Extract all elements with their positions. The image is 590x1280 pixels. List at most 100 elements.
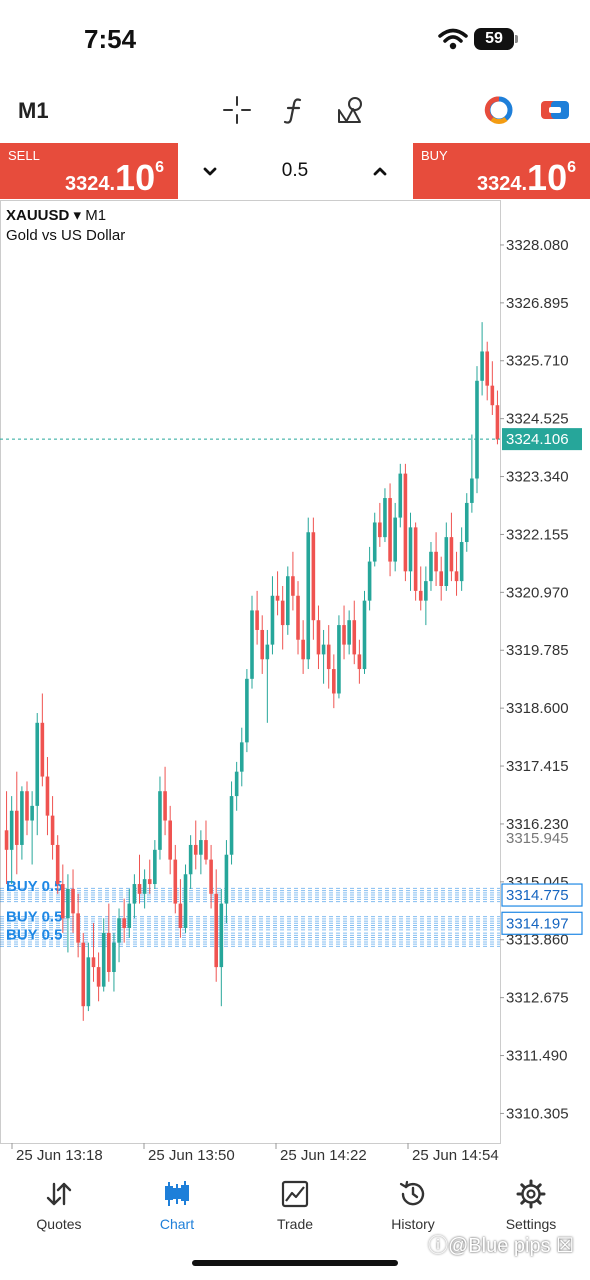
candle <box>137 884 142 894</box>
candle <box>260 629 265 660</box>
chart-timeframe: M1 <box>85 207 107 224</box>
symbol-name[interactable]: XAUUSD ▾ M1 <box>6 206 106 224</box>
symbol-description: Gold vs US Dollar <box>6 227 126 244</box>
candle <box>101 932 106 987</box>
timeframe-selector[interactable]: M1 <box>18 98 49 123</box>
candle <box>173 859 178 904</box>
home-indicator[interactable] <box>192 1260 398 1266</box>
chart-icon <box>165 1181 189 1206</box>
candle <box>50 815 55 845</box>
buy-price-sup: 6 <box>567 159 576 176</box>
crosshair-icon[interactable] <box>220 93 254 127</box>
candle <box>424 581 428 601</box>
candle <box>429 551 433 582</box>
candle <box>81 942 86 1007</box>
candle <box>449 537 454 572</box>
lot-decrease-icon[interactable] <box>196 158 224 186</box>
candle <box>296 595 300 640</box>
candle <box>14 810 19 845</box>
candle <box>61 884 65 919</box>
sell-price-main: 3324. <box>64 173 116 195</box>
candle <box>107 932 111 972</box>
candle <box>4 830 9 850</box>
candle <box>142 879 147 894</box>
candle <box>55 844 60 885</box>
y-tick-label: 3328.080 <box>506 237 569 254</box>
candle <box>454 571 459 582</box>
x-tick-label: 25 Jun 13:18 <box>16 1147 103 1164</box>
candle <box>357 654 362 670</box>
candle <box>418 590 423 601</box>
tab-chart[interactable]: Chart <box>118 1174 236 1234</box>
tab-history[interactable]: History <box>354 1174 472 1234</box>
candle <box>204 840 208 860</box>
symbol-code: XAUUSD <box>6 207 70 224</box>
candle <box>178 903 183 929</box>
tab-label: Trade <box>276 1216 314 1232</box>
buy-label: BUY <box>421 148 448 163</box>
position-label: BUY 0.5 <box>6 927 62 944</box>
lot-size-value[interactable]: 0.5 <box>281 160 309 181</box>
candle <box>209 859 213 894</box>
tab-settings[interactable]: Settings <box>472 1174 590 1234</box>
sell-price-sup: 6 <box>155 159 164 176</box>
position-label: BUY 0.5 <box>6 878 62 895</box>
price-chart[interactable]: 3328.080 3326.895 3325.710 3324.525 3323.340… <box>0 200 590 1175</box>
candle <box>475 380 479 479</box>
candle <box>347 620 351 645</box>
sell-button[interactable]: SELL 3324.106 <box>0 143 178 199</box>
candle <box>291 576 295 596</box>
candle <box>255 610 259 630</box>
position-label: BUY 0.5 <box>6 908 62 925</box>
candle <box>188 844 193 875</box>
tab-trade[interactable]: Trade <box>236 1174 354 1234</box>
candle <box>122 918 126 929</box>
buy-button[interactable]: BUY 3324.106 <box>413 143 590 199</box>
candle <box>311 532 316 621</box>
x-tick-label: 25 Jun 14:22 <box>280 1147 367 1164</box>
y-tick-label: 3312.675 <box>506 990 569 1007</box>
candle <box>117 918 121 943</box>
tab-quotes[interactable]: Quotes <box>0 1174 118 1234</box>
candle <box>9 810 14 850</box>
y-tick-label: 3318.600 <box>506 700 569 717</box>
candle <box>127 903 132 929</box>
tab-label: Quotes <box>36 1216 82 1232</box>
status-time: 7:54 <box>84 24 137 54</box>
candle <box>147 879 152 885</box>
tab-label: History <box>391 1216 435 1232</box>
candle <box>464 502 469 543</box>
position-lines: BUY 0.5 BUY 0.5 BUY 0.5 <box>0 878 500 947</box>
settings-icon <box>516 1179 546 1209</box>
candle <box>332 669 336 694</box>
trade-toggle-icon[interactable] <box>538 93 572 127</box>
candle <box>367 561 372 601</box>
candle <box>393 517 397 562</box>
y-tick-label: 3322.155 <box>506 526 569 543</box>
candle <box>495 405 500 440</box>
watermark-text: ⓘ@Blue pips ☒ <box>428 1235 575 1257</box>
trade-icon <box>281 1180 309 1208</box>
candle <box>153 849 157 885</box>
tab-label: Chart <box>159 1216 195 1232</box>
bid-price-box <box>502 428 582 451</box>
buy-price-big: 10 <box>527 157 568 198</box>
objects-icon[interactable] <box>336 93 370 127</box>
account-icon[interactable] <box>482 93 516 127</box>
candle <box>388 498 392 562</box>
candle <box>485 351 490 386</box>
candle <box>444 537 449 586</box>
candle <box>301 639 305 660</box>
candle <box>71 888 75 914</box>
candle <box>158 791 162 850</box>
candle <box>45 776 50 816</box>
y-tick-label: 3320.970 <box>506 584 569 601</box>
function-icon[interactable] <box>278 93 312 127</box>
candle <box>383 498 387 538</box>
lot-increase-icon[interactable] <box>366 158 394 186</box>
candle <box>132 884 137 904</box>
candle <box>470 478 474 503</box>
y-tick-label: 3326.895 <box>506 295 569 312</box>
y-tick-label: 3315.945 <box>506 830 569 847</box>
candle <box>280 600 285 626</box>
